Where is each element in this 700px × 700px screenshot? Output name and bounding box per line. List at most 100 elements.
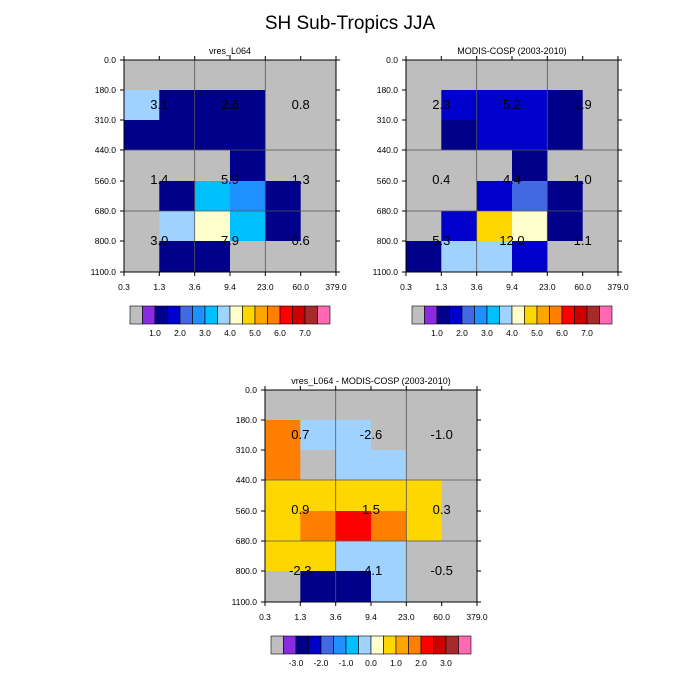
colorbar-box (129, 305, 143, 325)
heatmap-cell (300, 541, 337, 572)
x-tick-label: 23.0 (257, 282, 274, 292)
heatmap-cell (371, 390, 407, 421)
colorbar-box (192, 305, 206, 325)
cell-value-label: 5.3 (432, 233, 450, 248)
y-tick-label: 0.0 (386, 55, 398, 65)
x-tick-label: 9.4 (365, 612, 377, 622)
colorbar-label: -1.0 (339, 658, 354, 668)
heatmap-cell (441, 571, 478, 603)
heatmap-cell (265, 480, 301, 512)
x-tick-label: 9.4 (224, 282, 236, 292)
heatmap-cell (476, 211, 513, 242)
heatmap-cell (406, 120, 442, 151)
heatmap-cell (476, 60, 513, 91)
heatmap-cell (230, 90, 266, 121)
y-tick-label: 680.0 (377, 206, 399, 216)
colorbar-box (345, 635, 359, 655)
heatmap-cell (512, 150, 548, 182)
heatmap-cell (265, 60, 302, 91)
x-tick-label: 379.0 (325, 282, 347, 292)
cell-value-label: 1.3 (292, 172, 310, 187)
colorbar: 1.0 2.0 3.0 4.0 5.0 6.0 7.0 (411, 305, 613, 338)
heatmap-cell (406, 511, 443, 542)
colorbar-box (536, 305, 550, 325)
heatmap-cell (300, 150, 337, 182)
heatmap-cell (441, 241, 478, 273)
colorbar-box (320, 635, 334, 655)
heatmap-cell (582, 90, 619, 121)
y-tick-label: 310.0 (95, 115, 117, 125)
colorbar-label: 5.0 (249, 328, 261, 338)
cell-value-label: -4.1 (360, 563, 382, 578)
panel-title: vres_L064 - MODIS-COSP (2003-2010) (291, 376, 450, 386)
heatmap-cell (547, 181, 584, 212)
heatmap-cell (194, 211, 231, 242)
colorbar-box (420, 635, 434, 655)
heatmap-cell (230, 211, 266, 242)
y-tick-label: 310.0 (236, 445, 258, 455)
heatmap-cell (335, 480, 372, 512)
colorbar-box (436, 305, 450, 325)
heatmap-cell (371, 480, 407, 512)
colorbar-box (304, 305, 318, 325)
colorbar-label: 3.0 (481, 328, 493, 338)
y-tick-label: 1100.0 (373, 267, 399, 277)
x-tick-label: 0.3 (259, 612, 271, 622)
panel-1: vres_L064 0.3 1.3 3.6 9.4 23.0 60.0 379.0 0.0 180… (91, 46, 347, 338)
cell-value-label: 0.8 (292, 97, 310, 112)
heatmap-cell (300, 120, 337, 151)
heatmap-cell (406, 420, 443, 451)
colorbar-box (424, 305, 438, 325)
colorbar-box (179, 305, 193, 325)
heatmap-cell (194, 60, 231, 91)
colorbar-label: 4.0 (224, 328, 236, 338)
heatmap-cell (159, 211, 196, 242)
y-tick-label: 440.0 (95, 145, 117, 155)
heatmap-cell (476, 181, 513, 212)
colorbar-box (599, 305, 613, 325)
heatmap-cell (441, 420, 478, 451)
heatmap-cell (441, 541, 478, 572)
colorbar-label: 5.0 (531, 328, 543, 338)
colorbar-label: 6.0 (274, 328, 286, 338)
colorbar-box (383, 635, 397, 655)
y-tick-label: 310.0 (377, 115, 399, 125)
cell-value-label: 5.9 (221, 172, 239, 187)
heatmap-cell (159, 90, 196, 121)
heatmap-cell (159, 150, 196, 182)
heatmap-cell (406, 60, 442, 91)
colorbar-label: 2.0 (174, 328, 186, 338)
y-tick-label: 680.0 (236, 536, 258, 546)
heatmap-cell (476, 150, 513, 182)
panel-3: vres_L064 - MODIS-COSP (2003-2010) 0.3 1.3… (232, 376, 488, 668)
heatmap-cell (300, 60, 337, 91)
main-title: SH Sub-Tropics JJA (265, 13, 436, 34)
colorbar: 1.0 2.0 3.0 4.0 5.0 6.0 7.0 (129, 305, 331, 338)
colorbar-box (486, 305, 500, 325)
heatmap-cell (194, 150, 231, 182)
heatmap-cell (406, 241, 442, 273)
heatmap-cell (265, 150, 302, 182)
heatmap-cell (476, 90, 513, 121)
heatmap-cell (124, 211, 160, 242)
y-tick-label: 800.0 (95, 236, 117, 246)
colorbar-box (283, 635, 297, 655)
cell-value-label: 1.0 (574, 172, 592, 187)
heatmap-cell (582, 150, 619, 182)
heatmap-cell (547, 211, 584, 242)
y-tick-label: 560.0 (236, 506, 258, 516)
colorbar-box (267, 305, 281, 325)
heatmap-cell (441, 390, 478, 421)
colorbar-box (561, 305, 575, 325)
cell-value-label: 0.6 (292, 233, 310, 248)
colorbar-box (308, 635, 322, 655)
heatmap-cell (441, 511, 478, 542)
x-tick-label: 1.3 (153, 282, 165, 292)
x-tick-label: 379.0 (466, 612, 488, 622)
colorbar-box (217, 305, 231, 325)
colorbar-box (461, 305, 475, 325)
heatmap-cell (265, 420, 301, 451)
x-tick-label: 3.6 (330, 612, 342, 622)
colorbar-box (499, 305, 513, 325)
